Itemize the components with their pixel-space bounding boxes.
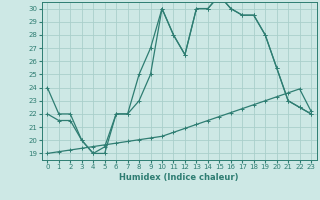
- X-axis label: Humidex (Indice chaleur): Humidex (Indice chaleur): [119, 173, 239, 182]
